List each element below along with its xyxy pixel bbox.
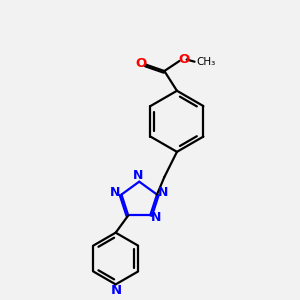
Text: N: N <box>151 211 161 224</box>
Text: O: O <box>178 53 189 66</box>
Text: N: N <box>158 185 168 199</box>
Text: CH₃: CH₃ <box>196 57 216 67</box>
Text: N: N <box>111 284 122 297</box>
Text: O: O <box>135 57 147 70</box>
Text: N: N <box>133 169 143 182</box>
Text: N: N <box>110 185 121 199</box>
